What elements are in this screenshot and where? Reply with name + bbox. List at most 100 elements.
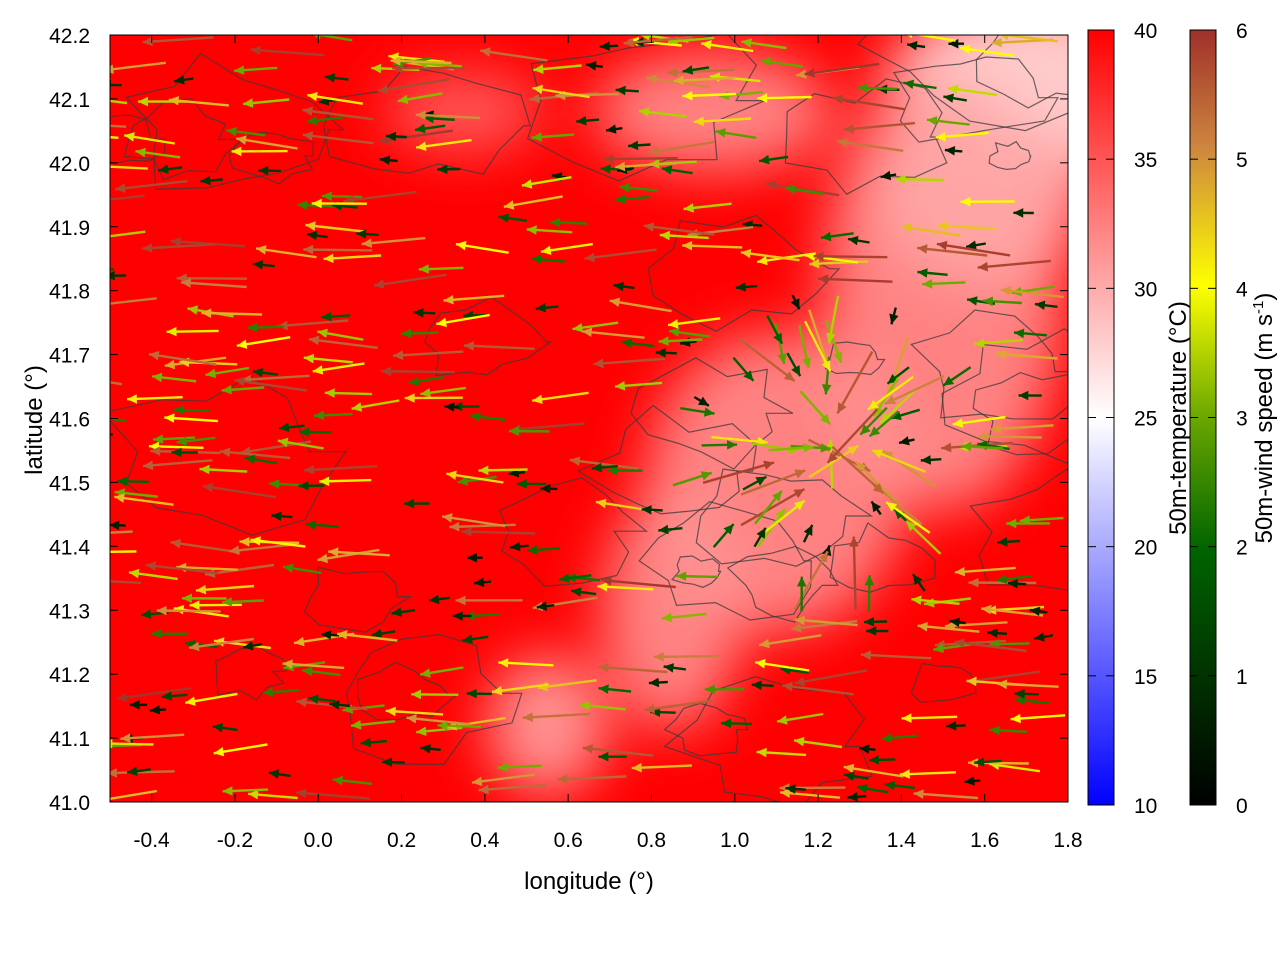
y-tick-label: 41.9 bbox=[49, 217, 90, 240]
wind-vector-head bbox=[466, 688, 477, 699]
wind-vector-head bbox=[615, 85, 626, 96]
wind-vector-head bbox=[809, 258, 820, 269]
wind-vector-head bbox=[773, 332, 783, 344]
wind-vector-shaft bbox=[996, 682, 1059, 688]
wind-colorbar-tick-label: 5 bbox=[1236, 149, 1248, 172]
wind-vector-head bbox=[536, 601, 548, 611]
wind-colorbar-tick-label: 6 bbox=[1236, 20, 1248, 43]
wind-vector-shaft bbox=[110, 267, 115, 271]
y-tick-label: 41.7 bbox=[49, 345, 90, 368]
contour-line bbox=[322, 66, 532, 175]
wind-vector-head bbox=[996, 574, 1008, 584]
wind-vector-head bbox=[298, 481, 309, 491]
wind-vector-shaft bbox=[110, 124, 127, 128]
wind-vector-shaft bbox=[818, 277, 893, 283]
wind-vector-head bbox=[917, 621, 928, 632]
wind-vector-head bbox=[120, 733, 131, 743]
wind-vector-head bbox=[911, 595, 922, 605]
wind-vector-head bbox=[848, 235, 859, 246]
wind-vector-head bbox=[653, 652, 664, 662]
wind-vector-shaft bbox=[598, 665, 668, 674]
wind-vector-head bbox=[313, 35, 321, 40]
wind-vector-shaft bbox=[614, 162, 677, 169]
wind-vector-head bbox=[303, 244, 314, 255]
wind-vector-head bbox=[903, 79, 915, 89]
wind-vector-head bbox=[569, 456, 581, 466]
wind-vector-shaft bbox=[406, 716, 470, 726]
wind-vector-head bbox=[236, 339, 248, 349]
wind-vector-head bbox=[844, 771, 855, 781]
wind-vector-head bbox=[464, 341, 475, 351]
wind-colorbar-label-sup: -1 bbox=[1250, 301, 1267, 314]
wind-vector-head bbox=[599, 41, 610, 51]
x-tick-label: 1.6 bbox=[970, 829, 999, 852]
wind-vector-head bbox=[189, 600, 200, 610]
wind-vector-head bbox=[457, 476, 469, 486]
wind-vector-head bbox=[189, 641, 200, 652]
wind-vector-head bbox=[741, 38, 752, 48]
wind-vector-shaft bbox=[790, 619, 858, 631]
wind-vector-head bbox=[329, 700, 340, 710]
wind-vector-head bbox=[84, 262, 94, 272]
wind-vector-head bbox=[1019, 515, 1030, 525]
wind-vector-head bbox=[220, 447, 231, 457]
wind-vector-head bbox=[522, 712, 533, 722]
wind-vector-head bbox=[221, 385, 232, 395]
wind-vector-head bbox=[581, 327, 593, 337]
wind-vector-head bbox=[59, 119, 69, 129]
wind-vector-head bbox=[743, 370, 754, 381]
wind-vector-head bbox=[715, 128, 726, 138]
wind-vector-shaft bbox=[241, 374, 310, 382]
wind-vector-head bbox=[777, 353, 787, 364]
wind-vector-head bbox=[757, 255, 768, 266]
wind-vector-head bbox=[648, 677, 660, 688]
wind-vector-head bbox=[269, 479, 280, 489]
wind-vector-head bbox=[948, 84, 959, 95]
wind-vector-head bbox=[676, 571, 687, 581]
wind-vector-head bbox=[783, 371, 795, 382]
wind-vector-head bbox=[952, 418, 964, 428]
wind-vector-shaft bbox=[142, 243, 216, 250]
wind-vector-head bbox=[682, 240, 693, 251]
wind-vector-shaft bbox=[826, 408, 878, 464]
x-axis-label: longitude (°) bbox=[524, 868, 654, 895]
wind-vector-head bbox=[258, 165, 269, 176]
wind-vector-head bbox=[302, 666, 313, 677]
wind-vector-head bbox=[161, 691, 172, 701]
wind-vector-head bbox=[420, 744, 431, 754]
wind-vector-head bbox=[881, 733, 892, 743]
wind-vector-head bbox=[226, 126, 237, 137]
wind-vector-head bbox=[974, 338, 985, 348]
wind-vector-head bbox=[820, 231, 832, 242]
wind-vector-head bbox=[1010, 713, 1021, 724]
wind-vector-head bbox=[609, 297, 621, 307]
wind-vector-shaft bbox=[941, 441, 1013, 450]
wind-vector-head bbox=[597, 582, 608, 592]
wind-vector-head bbox=[999, 35, 1009, 41]
wind-vector-shaft bbox=[794, 618, 858, 627]
x-tick-label: 0.0 bbox=[304, 829, 333, 852]
wind-vector-shaft bbox=[852, 536, 857, 610]
wind-vector-head bbox=[321, 630, 332, 640]
wind-vector-head bbox=[628, 140, 639, 151]
wind-vector-head bbox=[180, 278, 192, 288]
wind-vector-head bbox=[110, 738, 113, 749]
wind-vector-head bbox=[659, 230, 670, 241]
wind-vector-head bbox=[872, 483, 884, 494]
temperature-colorbar: 10 15 20 25 30 35 40 50m-temperature (°C) bbox=[1087, 20, 1192, 818]
wind-vector-head bbox=[199, 464, 210, 475]
wind-vector-shaft bbox=[110, 381, 123, 386]
wind-vector-head bbox=[646, 74, 657, 84]
contour-line bbox=[726, 545, 839, 623]
wind-vector-head bbox=[212, 723, 224, 733]
wind-vector-head bbox=[794, 676, 806, 687]
contour-line bbox=[988, 140, 1032, 171]
wind-vector-head bbox=[765, 180, 777, 190]
temperature-field bbox=[384, 35, 1068, 796]
wind-vector-head bbox=[759, 154, 770, 165]
wind-vector-shaft bbox=[110, 194, 145, 201]
wind-vector-shaft bbox=[860, 653, 932, 660]
wind-vector-head bbox=[703, 407, 715, 417]
wind-vector-head bbox=[873, 405, 884, 417]
wind-vector-head bbox=[455, 240, 467, 251]
